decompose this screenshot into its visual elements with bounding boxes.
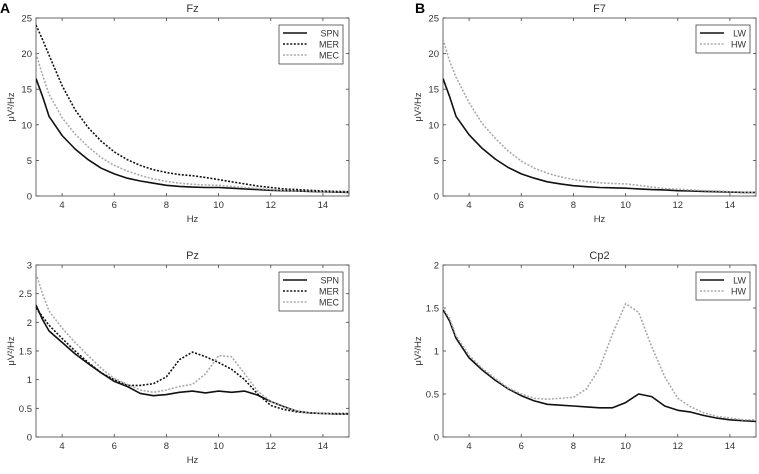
series-line-hw [443,39,756,194]
x-tick-label: 6 [519,441,524,452]
x-tick-label: 14 [318,200,329,211]
x-tick-label: 8 [164,441,169,452]
y-axis-label: μV²/Hz [413,92,424,121]
panel-letter-a: A [0,0,11,16]
y-tick-label: 10 [21,120,32,131]
legend-label-spn: SPN [320,276,339,286]
legend-label-lw: LW [733,29,746,39]
series-line-mec [36,273,349,415]
x-tick-label: 4 [59,441,64,452]
x-tick-label: 10 [213,200,224,211]
series-line-spn [36,304,349,415]
x-axis-label: Hz [187,455,199,466]
y-tick-label: 0 [27,433,32,444]
series-line-mer [36,307,349,415]
x-tick-label: 14 [725,441,736,452]
x-axis-label: Hz [187,214,199,225]
y-tick-label: 2 [434,261,439,272]
y-tick-label: 20 [428,49,439,60]
x-tick-label: 10 [620,200,631,211]
y-tick-label: 1.5 [19,347,32,358]
legend-box [278,24,344,65]
x-tick-label: 6 [112,441,117,452]
x-tick-label: 14 [318,441,329,452]
panel-pz: Pz 4 6 8 10 12 14 0 0.5 1 1.5 2 2.5 3 Hz μV²/Hz SPNMERME… [6,250,350,466]
y-tick-label: 25 [428,14,439,25]
legend-label-mec: MEC [319,298,340,308]
x-tick-label: 6 [112,200,117,211]
chart-title: F7 [593,3,606,15]
x-tick-label: 4 [466,441,471,452]
x-tick-label: 12 [265,441,276,452]
series-line-hw [443,302,756,421]
y-axis-label: μV²/Hz [6,336,17,365]
y-tick-label: 2.5 [19,289,32,300]
y-tick-label: 5 [434,156,439,167]
x-tick-label: 12 [672,441,683,452]
y-tick-label: 25 [21,14,32,25]
x-tick-label: 8 [571,441,576,452]
y-tick-label: 0 [434,433,439,444]
x-tick-label: 4 [466,200,471,211]
x-tick-label: 14 [725,200,736,211]
y-tick-label: 15 [21,85,32,96]
plot-frame [35,17,350,197]
y-tick-label: 15 [428,85,439,96]
plot-frame [442,17,757,197]
y-tick-label: 0.5 [426,390,439,401]
series-line-spn [36,78,349,194]
y-tick-label: 3 [27,261,32,272]
legend-box [695,271,751,301]
chart-title: Pz [186,250,199,262]
panel-letter-b: B [415,0,426,16]
x-tick-label: 12 [265,200,276,211]
y-tick-label: 0 [27,192,32,203]
y-tick-label: 20 [21,49,32,60]
y-tick-label: 1 [27,375,32,386]
series-line-lw [443,78,756,194]
y-tick-label: 0.5 [19,404,32,415]
legend-label-mer: MER [319,40,340,50]
legend-label-mec: MEC [319,51,340,61]
x-tick-label: 8 [571,200,576,211]
chart-title: Cp2 [589,250,609,262]
legend-label-hw: HW [731,287,746,297]
legend-label-mer: MER [319,287,340,297]
chart-title: Fz [186,3,198,15]
x-tick-label: 4 [59,200,64,211]
x-axis-label: Hz [594,214,606,225]
series-line-mer [36,24,349,193]
y-tick-label: 10 [428,120,439,131]
x-tick-label: 10 [620,441,631,452]
legend-box [278,271,344,312]
y-tick-label: 2 [27,318,32,329]
series-line-mec [36,53,349,193]
y-tick-label: 0 [434,192,439,203]
legend-label-lw: LW [733,276,746,286]
x-tick-label: 6 [519,200,524,211]
legend-label-spn: SPN [320,29,339,39]
legend-label-hw: HW [731,40,746,50]
x-axis-label: Hz [594,455,606,466]
x-tick-label: 8 [164,200,169,211]
y-tick-label: 1.5 [426,304,439,315]
legend-box [695,24,751,54]
y-axis-label: μV²/Hz [413,336,424,365]
y-axis-label: μV²/Hz [6,92,17,121]
x-tick-label: 10 [213,441,224,452]
y-tick-label: 5 [27,156,32,167]
x-tick-label: 12 [672,200,683,211]
series-line-lw [443,309,756,423]
y-tick-label: 1 [434,347,439,358]
